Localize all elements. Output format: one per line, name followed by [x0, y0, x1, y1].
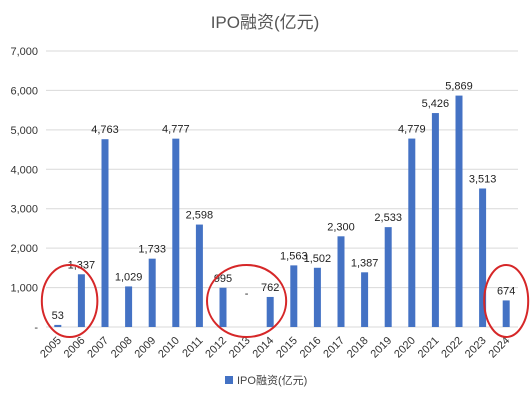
chart-title: IPO融资(亿元)	[211, 13, 320, 32]
bars	[54, 95, 510, 327]
data-label: 4,763	[91, 124, 119, 136]
bar	[266, 296, 274, 327]
legend-swatch	[225, 376, 233, 384]
x-tick-label: 2006	[62, 335, 88, 361]
bar	[172, 138, 180, 327]
data-label: -	[245, 288, 249, 300]
y-tick-label: 3,000	[10, 204, 38, 216]
bar	[313, 267, 321, 327]
x-tick-label: 2011	[180, 335, 205, 360]
data-label: 4,779	[398, 124, 426, 136]
bar	[431, 113, 439, 327]
legend: IPO融资(亿元)	[225, 374, 307, 387]
bar	[77, 274, 85, 327]
data-label: 1,029	[115, 271, 143, 283]
data-label: 4,777	[162, 124, 190, 136]
x-tick-label: 2016	[298, 335, 324, 361]
data-label: 53	[52, 310, 64, 322]
x-tick-label: 2013	[227, 335, 253, 361]
x-tick-label: 2010	[156, 335, 182, 361]
x-tick-label: 2007	[85, 335, 111, 361]
x-axis-ticks: 2005200620072008200920102011201220132014…	[38, 335, 512, 361]
data-label: 762	[261, 282, 279, 294]
data-label: 3,513	[469, 173, 497, 185]
x-tick-label: 2017	[321, 335, 347, 361]
highlight-circles	[40, 264, 530, 338]
bar	[361, 272, 369, 327]
grid-lines	[46, 50, 518, 328]
bar	[148, 258, 156, 327]
bar	[502, 300, 510, 327]
y-tick-label: 5,000	[10, 125, 38, 137]
bar	[125, 286, 133, 327]
data-label: 2,300	[327, 221, 355, 233]
x-tick-label: 2018	[345, 335, 371, 361]
data-label: 1,387	[351, 257, 379, 269]
x-tick-label: 2019	[369, 335, 395, 361]
bar	[195, 224, 203, 327]
y-axis-ticks: - 1,000 2,000 3,000 4,000 5,000 6,000 7,000	[10, 46, 38, 334]
legend-label: IPO融资(亿元)	[237, 374, 307, 387]
data-label: 5,426	[422, 98, 450, 110]
x-tick-label: 2021	[416, 335, 442, 361]
x-tick-label: 2008	[109, 335, 135, 361]
x-tick-label: 2020	[392, 335, 418, 361]
y-tick-label: 6,000	[10, 85, 38, 97]
bar	[290, 265, 298, 327]
bar	[54, 324, 62, 327]
bar	[408, 138, 416, 327]
bar	[479, 188, 487, 327]
data-label: 1,733	[138, 244, 166, 256]
y-tick-label: 4,000	[10, 164, 38, 176]
data-label: 2,598	[186, 210, 214, 222]
data-label: 2,533	[374, 212, 402, 224]
x-tick-label: 2024	[487, 335, 513, 361]
x-tick-label: 2012	[203, 335, 229, 361]
x-tick-label: 2005	[38, 335, 64, 361]
x-tick-label: 2015	[274, 335, 300, 361]
y-tick-label: 1,000	[10, 283, 38, 295]
bar	[337, 236, 345, 327]
bar	[219, 287, 227, 327]
data-label: 5,869	[445, 81, 473, 93]
y-tick-label: 2,000	[10, 243, 38, 255]
x-tick-label: 2014	[251, 335, 277, 361]
bar	[384, 227, 392, 327]
data-label: 674	[497, 285, 515, 297]
x-tick-label: 2022	[439, 335, 465, 361]
x-tick-label: 2023	[463, 335, 489, 361]
y-tick-label: -	[34, 322, 38, 334]
highlight-circle	[483, 264, 530, 338]
bar	[455, 95, 463, 327]
y-tick-label: 7,000	[10, 46, 38, 58]
data-labels: 531,3374,7631,0291,7334,7772,598995-7621…	[52, 81, 516, 322]
highlight-circle	[40, 264, 99, 338]
data-label: 1,563	[280, 250, 308, 262]
bar	[101, 139, 109, 327]
data-label: 1,337	[68, 259, 96, 271]
x-tick-label: 2009	[133, 335, 159, 361]
data-label: 1,502	[304, 253, 332, 265]
highlight-circle	[206, 264, 288, 338]
